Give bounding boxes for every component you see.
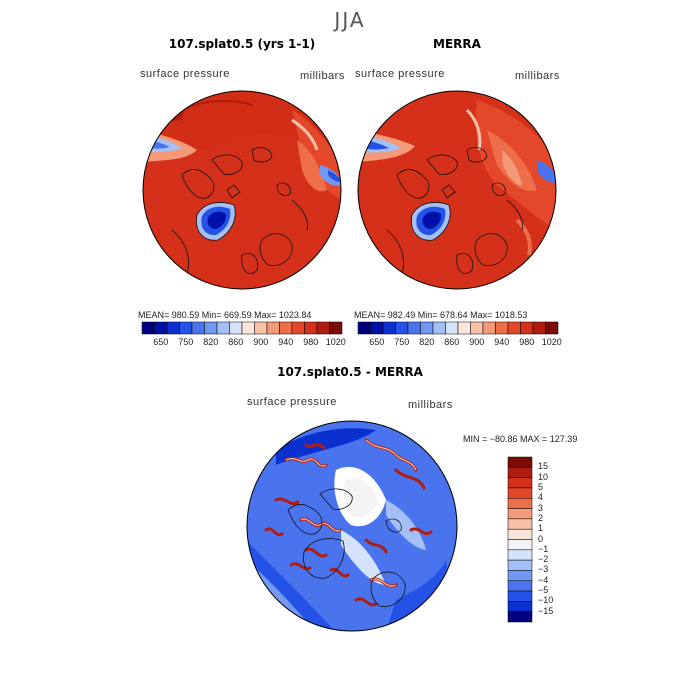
colorbar-swatch <box>229 321 243 335</box>
colorbar-swatch <box>191 321 205 335</box>
colorbar-swatch <box>545 321 559 335</box>
colorbar-tick-label: 940 <box>278 337 294 347</box>
colorbar-tick-label: −10 <box>538 595 554 606</box>
panel1-colorbar <box>141 321 343 335</box>
colorbar-swatch <box>154 321 168 335</box>
colorbar-tick-label: 15 <box>538 461 549 472</box>
colorbar-tick-label: 980 <box>519 337 535 347</box>
colorbar-swatch <box>507 321 521 335</box>
colorbar-swatch <box>495 321 509 335</box>
colorbar-swatch <box>357 321 371 335</box>
colorbar-tick-label: 750 <box>394 337 410 347</box>
colorbar-tick-label: 10 <box>538 471 549 482</box>
colorbar-swatch <box>291 321 305 335</box>
diff-panel-title: 107.splat0.5 - MERRA <box>277 365 423 379</box>
panel2-variable-label: surface pressure <box>355 68 445 80</box>
colorbar-swatch <box>507 549 533 561</box>
colorbar-tick-label: 900 <box>253 337 269 347</box>
colorbar-swatch <box>507 528 533 540</box>
colorbar-swatch <box>329 321 343 335</box>
colorbar-tick-label: 4 <box>538 492 544 503</box>
colorbar-swatch <box>470 321 484 335</box>
panel1-polar-map <box>142 90 342 290</box>
colorbar-swatch <box>370 321 384 335</box>
colorbar-tick-label: −4 <box>538 574 549 585</box>
colorbar-tick-label: 820 <box>419 337 435 347</box>
diff-units-label: millibars <box>408 399 453 411</box>
colorbar-swatch <box>407 321 421 335</box>
colorbar-tick-label: −1 <box>538 543 549 554</box>
colorbar-swatch <box>507 559 533 571</box>
colorbar-swatch <box>507 539 533 551</box>
panel2-colorbar <box>357 321 559 335</box>
colorbar-swatch <box>420 321 434 335</box>
colorbar-swatch <box>382 321 396 335</box>
colorbar-swatch <box>304 321 318 335</box>
colorbar-swatch <box>507 467 533 478</box>
diff-variable-label: surface pressure <box>247 396 337 408</box>
colorbar-swatch <box>507 477 533 489</box>
colorbar-swatch <box>532 321 546 335</box>
colorbar-tick-label: 2 <box>538 512 544 523</box>
colorbar-swatch <box>507 601 533 612</box>
colorbar-swatch <box>179 321 193 335</box>
colorbar-tick-label: 3 <box>538 502 544 513</box>
colorbar-swatch <box>432 321 446 335</box>
panel1-stats: MEAN= 980.59 Min= 669.59 Max= 1023.84 <box>138 310 312 320</box>
colorbar-tick-label: 650 <box>369 337 385 347</box>
panel2-units-label: millibars <box>515 70 560 82</box>
colorbar-swatch <box>507 498 533 509</box>
colorbar-tick-label: 1 <box>538 523 544 534</box>
colorbar-swatch <box>279 321 293 335</box>
colorbar-tick-label: 860 <box>444 337 460 347</box>
colorbar-swatch <box>507 611 533 623</box>
colorbar-swatch <box>507 590 533 602</box>
diff-minmax: MIN = −80.86 MAX = 127.39 <box>463 434 578 444</box>
colorbar-tick-label: −15 <box>538 605 554 616</box>
colorbar-tick-label: 900 <box>469 337 485 347</box>
panel1-units-label: millibars <box>300 70 345 82</box>
colorbar-tick-label: 1020 <box>541 337 562 347</box>
colorbar-tick-label: 650 <box>153 337 169 347</box>
colorbar-tick-label: 1020 <box>325 337 346 347</box>
colorbar-swatch <box>241 321 255 335</box>
colorbar-tick-label: 0 <box>538 533 544 544</box>
colorbar-tick-label: 5 <box>538 481 544 492</box>
colorbar-swatch <box>520 321 534 335</box>
colorbar-swatch <box>482 321 496 335</box>
colorbar-tick-label: 820 <box>203 337 219 347</box>
colorbar-swatch <box>457 321 471 335</box>
colorbar-swatch <box>445 321 459 335</box>
colorbar-swatch <box>266 321 280 335</box>
diff-colorbar <box>507 456 533 623</box>
colorbar-tick-label: −2 <box>538 554 549 565</box>
colorbar-swatch <box>395 321 409 335</box>
panel1-title: 107.splat0.5 (yrs 1-1) <box>168 37 316 51</box>
season-title: JJA <box>334 8 366 32</box>
colorbar-tick-label: 860 <box>228 337 244 347</box>
panel2-title: MERRA <box>433 37 481 51</box>
colorbar-swatch <box>216 321 230 335</box>
panel2-polar-map <box>357 90 557 290</box>
colorbar-tick-label: −5 <box>538 585 549 596</box>
colorbar-tick-label: 940 <box>494 337 510 347</box>
colorbar-swatch <box>507 518 533 530</box>
colorbar-swatch <box>141 321 155 335</box>
colorbar-swatch <box>507 456 533 468</box>
colorbar-swatch <box>507 508 533 520</box>
colorbar-swatch <box>254 321 268 335</box>
panel1-variable-label: surface pressure <box>140 68 230 80</box>
colorbar-swatch <box>507 487 533 499</box>
diff-polar-map <box>246 420 458 632</box>
colorbar-tick-label: −3 <box>538 564 549 575</box>
colorbar-tick-label: 750 <box>178 337 194 347</box>
colorbar-tick-label: 980 <box>303 337 319 347</box>
colorbar-swatch <box>507 580 533 592</box>
colorbar-swatch <box>166 321 180 335</box>
colorbar-swatch <box>316 321 330 335</box>
colorbar-swatch <box>507 570 533 581</box>
colorbar-swatch <box>204 321 218 335</box>
panel2-stats: MEAN= 982.49 Min= 678.64 Max= 1018.53 <box>354 310 528 320</box>
